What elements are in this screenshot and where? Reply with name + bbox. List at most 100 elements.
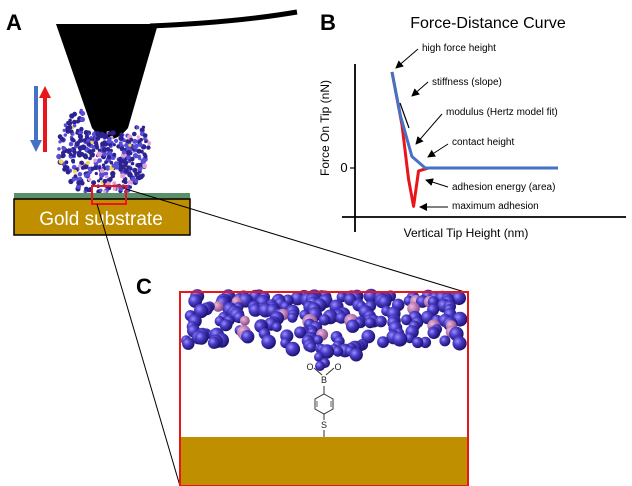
cluster-bead (58, 140, 62, 144)
oxygen-right-label: O (334, 362, 341, 372)
cluster-bead (132, 138, 138, 144)
zoom-bead (364, 317, 376, 329)
cantilever-arm (149, 9, 298, 29)
cluster-bead (66, 148, 72, 154)
zoom-bead (182, 337, 195, 350)
cluster-bead (80, 111, 86, 116)
oxygen-left-label: O (306, 362, 313, 372)
cluster-bead (136, 148, 142, 154)
cluster-bead (120, 173, 126, 179)
cluster-bead (72, 119, 77, 125)
annotation-contact-height: contact height (452, 137, 514, 148)
cluster-bead (72, 178, 76, 182)
cluster-bead (72, 150, 77, 155)
cluster-bead (112, 152, 117, 157)
cluster-bead (96, 151, 102, 158)
cluster-bead (130, 161, 135, 166)
cluster-bead (76, 183, 82, 189)
cluster-bead (128, 185, 132, 189)
cluster-bead (110, 130, 116, 136)
cluster-bead (123, 168, 129, 174)
cluster-bead (104, 175, 109, 179)
zoom-bead (194, 331, 209, 345)
cluster-bead (138, 142, 143, 148)
force-curves (390, 71, 558, 208)
cluster-bead (112, 143, 116, 147)
cluster-bead (99, 176, 103, 181)
cluster-bead (79, 116, 85, 123)
cluster-bead (77, 172, 83, 177)
cluster-bead (121, 165, 126, 169)
annotation-adhesion-energy-arrow (425, 178, 449, 188)
cluster-bead (97, 148, 102, 153)
zoom-bead (427, 327, 440, 339)
curve-annotations: high force height stiffness (slope) modu… (395, 43, 558, 212)
cluster-bead (72, 138, 76, 143)
zoom-bead (346, 319, 360, 333)
cluster-bead (57, 134, 63, 140)
zoom-bead (404, 332, 415, 344)
down-arrow-head (30, 140, 42, 152)
zoom-bead (392, 331, 408, 347)
cluster-bead (135, 125, 140, 130)
cluster-bead (114, 138, 119, 143)
annotation-stiffness-arrow (411, 81, 429, 97)
cluster-bead (99, 188, 103, 192)
cluster-bead (129, 167, 133, 171)
cluster-bead (61, 153, 66, 158)
cluster-bead (129, 137, 134, 142)
cluster-bead (106, 147, 111, 152)
cluster-bead (69, 179, 73, 183)
cluster-bead (98, 172, 105, 178)
zoom-bead (452, 336, 467, 351)
cluster-bead (118, 167, 124, 172)
cluster-bead (74, 141, 80, 147)
cluster-bead (110, 170, 116, 177)
cluster-bead (118, 186, 124, 191)
zoom-bead (193, 303, 209, 319)
cluster-bead (143, 137, 147, 141)
zoom-bead (332, 346, 344, 357)
cluster-bead (76, 152, 83, 158)
cluster-bead (65, 169, 71, 175)
cluster-bead (144, 139, 148, 144)
zoom-bead (287, 312, 298, 323)
cluster-bead (128, 143, 132, 147)
cluster-bead (143, 154, 148, 159)
cluster-bead (121, 150, 127, 155)
zoom-line-right (125, 188, 469, 294)
cluster-bead (136, 135, 140, 139)
boronic-acid-linker: O O B S (306, 362, 342, 437)
chart-title: Force-Distance Curve (410, 15, 566, 32)
cluster-bead (98, 166, 102, 170)
cluster-bead (113, 161, 119, 167)
cluster-bead (126, 150, 132, 156)
cluster-bead (84, 134, 89, 139)
cluster-bead (95, 136, 101, 141)
cluster-bead (63, 133, 68, 137)
zoom-bead (412, 336, 424, 349)
panel-c-letter: C (136, 274, 152, 299)
cluster-bead (99, 168, 105, 173)
zoom-bead (377, 336, 389, 348)
cluster-bead (134, 179, 139, 183)
cluster-bead (94, 171, 98, 176)
cluster-bead (106, 150, 113, 157)
cluster-bead (126, 165, 130, 169)
cluster-bead (93, 140, 99, 146)
zoom-bead (248, 303, 262, 317)
cluster-bead (146, 145, 151, 150)
panel-a: A Gold substrate (6, 9, 298, 236)
zoom-frame (179, 291, 469, 486)
cluster-bead (118, 135, 124, 141)
annotation-contact-arrow (427, 143, 449, 158)
annotation-adhesion-energy: adhesion energy (area) (452, 182, 555, 193)
cluster-bead (101, 163, 106, 167)
cluster-bead (88, 149, 94, 155)
cluster-bead (78, 176, 83, 181)
cluster-bead (82, 164, 89, 170)
cluster-bead (80, 144, 87, 150)
zoom-bead (375, 315, 387, 328)
cluster-bead (56, 153, 62, 160)
polymer-cluster (56, 108, 152, 195)
